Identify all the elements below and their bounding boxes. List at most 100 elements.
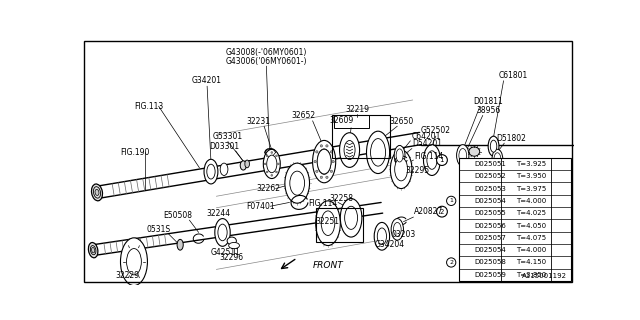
Text: A115001192: A115001192 [522, 273, 566, 279]
Ellipse shape [374, 222, 390, 250]
Text: T=4.025: T=4.025 [516, 210, 547, 216]
Text: T=4.000: T=4.000 [516, 198, 547, 204]
Ellipse shape [290, 171, 305, 195]
Text: 32229: 32229 [116, 271, 140, 280]
Bar [316, 208, 363, 243]
Ellipse shape [344, 140, 355, 160]
Circle shape [320, 145, 323, 147]
Text: 1: 1 [440, 157, 444, 163]
Text: D025058: D025058 [475, 260, 507, 266]
Ellipse shape [340, 133, 360, 167]
Ellipse shape [240, 161, 246, 170]
Text: 32231: 32231 [246, 117, 271, 126]
Text: F07401: F07401 [246, 202, 275, 211]
Text: C64201: C64201 [411, 132, 440, 141]
Text: G53301: G53301 [213, 132, 243, 141]
Ellipse shape [427, 151, 437, 169]
Text: A20827: A20827 [414, 207, 444, 216]
Ellipse shape [88, 243, 98, 258]
Text: 03203: 03203 [391, 230, 415, 239]
Ellipse shape [207, 164, 215, 179]
Ellipse shape [492, 149, 503, 169]
Text: T=3.850: T=3.850 [516, 272, 547, 278]
Text: T=4.000: T=4.000 [516, 247, 547, 253]
Text: D025057: D025057 [475, 235, 507, 241]
Text: D03301: D03301 [209, 142, 239, 151]
Circle shape [278, 163, 279, 165]
Ellipse shape [204, 159, 218, 184]
Ellipse shape [344, 206, 358, 229]
Ellipse shape [245, 160, 250, 168]
Ellipse shape [395, 158, 408, 181]
Circle shape [276, 171, 277, 173]
Text: 1: 1 [449, 198, 453, 204]
Text: 32244: 32244 [207, 210, 231, 219]
Ellipse shape [494, 153, 501, 166]
Text: D025051: D025051 [475, 161, 507, 167]
Ellipse shape [220, 163, 228, 175]
Circle shape [320, 176, 323, 179]
Ellipse shape [340, 198, 362, 237]
Text: 32258: 32258 [330, 194, 353, 203]
Ellipse shape [456, 145, 469, 166]
Text: 32650: 32650 [389, 117, 413, 126]
Text: D51802: D51802 [497, 134, 526, 143]
Circle shape [436, 206, 447, 217]
Text: T=4.050: T=4.050 [516, 222, 547, 228]
Text: D025056: D025056 [475, 222, 507, 228]
Text: FIG.190: FIG.190 [120, 148, 150, 157]
Text: FIG.114: FIG.114 [414, 152, 444, 161]
Ellipse shape [215, 219, 230, 246]
Ellipse shape [488, 136, 499, 156]
Ellipse shape [317, 149, 331, 174]
Text: T=3.925: T=3.925 [516, 161, 547, 167]
Text: G43006('06MY0601-): G43006('06MY0601-) [226, 57, 307, 66]
Ellipse shape [394, 145, 405, 165]
Ellipse shape [265, 148, 276, 156]
Text: FIG.114: FIG.114 [308, 199, 337, 208]
Ellipse shape [459, 148, 467, 162]
Ellipse shape [317, 149, 331, 174]
Text: 32219: 32219 [345, 105, 369, 114]
Circle shape [326, 176, 328, 179]
Ellipse shape [424, 145, 440, 175]
Text: D025055: D025055 [475, 210, 506, 216]
Text: 2: 2 [449, 260, 453, 265]
Ellipse shape [92, 184, 102, 201]
Circle shape [326, 145, 328, 147]
Text: D54201: D54201 [413, 140, 443, 148]
Ellipse shape [120, 238, 147, 285]
Text: 32251: 32251 [315, 217, 339, 226]
Text: 32262: 32262 [257, 184, 281, 193]
Ellipse shape [90, 245, 96, 255]
Ellipse shape [218, 224, 227, 241]
Text: D025054: D025054 [475, 247, 506, 253]
Text: D025053: D025053 [475, 186, 507, 192]
Bar [459, 158, 570, 281]
Ellipse shape [312, 140, 336, 183]
Circle shape [271, 174, 273, 176]
Circle shape [314, 160, 316, 163]
Ellipse shape [228, 243, 239, 249]
Text: C61801: C61801 [498, 71, 527, 80]
Text: D025052: D025052 [475, 173, 506, 179]
Ellipse shape [285, 163, 310, 203]
Ellipse shape [95, 189, 99, 196]
Ellipse shape [227, 237, 236, 245]
Text: G42511: G42511 [211, 248, 241, 257]
Ellipse shape [93, 187, 100, 198]
Text: 32609: 32609 [330, 116, 354, 125]
Ellipse shape [267, 155, 277, 173]
Circle shape [330, 170, 333, 172]
Text: G52502: G52502 [421, 126, 451, 135]
Text: T=4.075: T=4.075 [516, 235, 547, 241]
Ellipse shape [177, 239, 183, 250]
Text: D01811: D01811 [474, 97, 503, 106]
Circle shape [266, 155, 268, 157]
Ellipse shape [490, 140, 497, 152]
Ellipse shape [378, 228, 387, 244]
Text: G43008(-'06MY0601): G43008(-'06MY0601) [226, 48, 307, 57]
Text: 32296: 32296 [220, 253, 244, 262]
Text: D025054: D025054 [475, 198, 506, 204]
Text: FIG.113: FIG.113 [134, 102, 163, 111]
